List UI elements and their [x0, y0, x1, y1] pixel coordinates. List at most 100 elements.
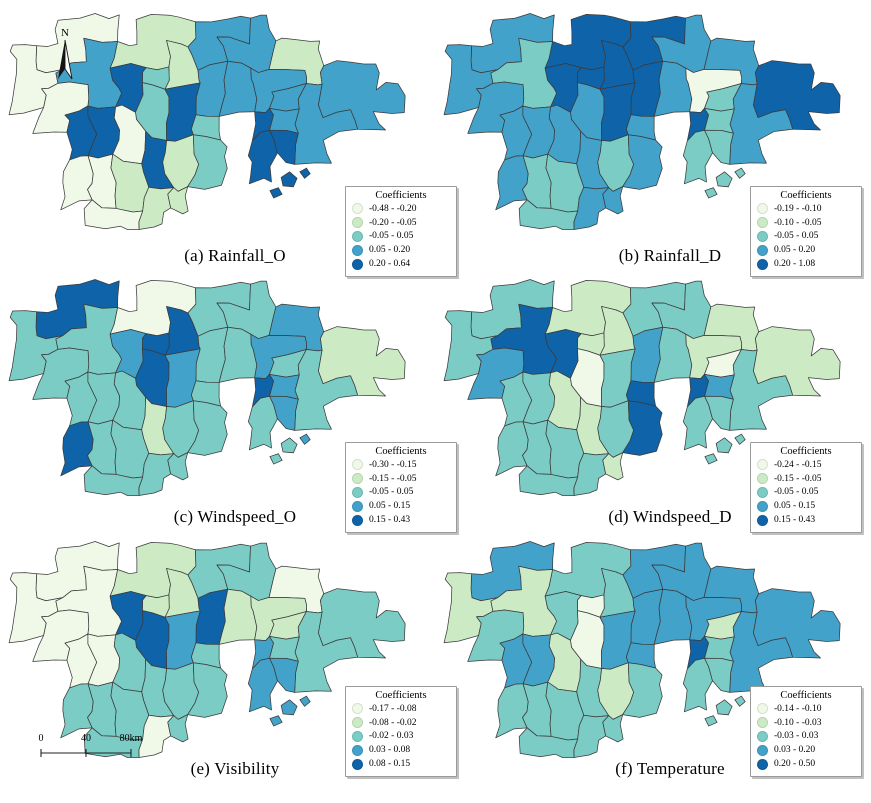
legend-box: Coefficients -0.14 - -0.10 -0.10 - -0.03-… [750, 686, 862, 777]
map-island [715, 171, 733, 188]
legend-label: -0.19 - -0.10 [774, 203, 822, 214]
panel-caption: (b) Rainfall_D [618, 246, 722, 265]
map-region-F [495, 421, 529, 477]
legend-label: 0.20 - 0.50 [774, 759, 816, 770]
map-island [269, 187, 283, 199]
legend-swatch-class-4 [352, 744, 363, 756]
legend-swatch-class-5 [757, 514, 768, 526]
legend-swatch-class-5 [757, 758, 768, 770]
map-region-J [602, 186, 624, 215]
legend-label: 0.20 - 0.64 [369, 259, 411, 270]
legend-label: -0.03 - 0.03 [774, 731, 819, 742]
legend-label: 0.05 - 0.15 [774, 501, 816, 512]
choropleth-map-rainfall-d [443, 13, 841, 230]
legend-item: 0.15 - 0.43 [352, 513, 450, 527]
map-region-F [60, 683, 94, 739]
map-region-J [167, 714, 189, 743]
legend-item: -0.17 - -0.08 [352, 702, 450, 716]
panel-caption: (d) Windspeed_D [608, 507, 732, 526]
legend-swatch-class-4 [352, 244, 363, 256]
legend-swatch-class-1 [757, 703, 768, 715]
legend-title: Coefficients [375, 690, 427, 701]
map-region-K [518, 199, 579, 230]
map-region-J [602, 714, 624, 743]
legend-item: -0.20 - -0.05 [352, 216, 450, 230]
legend-swatch-class-3 [757, 730, 768, 742]
legend-swatch-class-4 [757, 744, 768, 756]
scale-bar-labels: 0 40 80km [38, 733, 143, 746]
legend-items: -0.48 - -0.20 -0.20 - -0.05 -0.05 - 0.05 0.… [352, 202, 450, 271]
legend-item: 0.05 - 0.20 [757, 243, 855, 257]
legend-swatch-class-5 [352, 514, 363, 526]
legend-label: 0.05 - 0.20 [774, 245, 816, 256]
legend-label: -0.10 - -0.05 [774, 217, 822, 228]
map-island [715, 437, 733, 454]
map-region-z [704, 374, 735, 400]
legend-item: -0.05 - 0.05 [352, 486, 450, 500]
legend-label: -0.08 - -0.02 [369, 717, 417, 728]
scale-bar-line [40, 749, 132, 757]
legend-box: Coefficients -0.17 - -0.08 -0.08 - -0.02 -… [345, 686, 457, 777]
choropleth-map-temperature [443, 541, 841, 758]
map-island [280, 171, 298, 188]
north-arrow: N [52, 28, 78, 86]
legend-item: 0.20 - 0.64 [352, 257, 450, 271]
legend-label: -0.15 - -0.05 [369, 473, 417, 484]
scale-label-40: 40 [81, 733, 91, 744]
legend-item: 0.03 - 0.08 [352, 743, 450, 757]
legend-item: -0.19 - -0.10 [757, 202, 855, 216]
map-panel-a: Coefficients -0.48 - -0.20 -0.20 - -0.05-… [0, 0, 457, 277]
legend-label: 0.03 - 0.20 [774, 745, 816, 756]
legend-item: 0.05 - 0.20 [352, 243, 450, 257]
map-island [715, 699, 733, 716]
map-region-C [187, 662, 228, 718]
legend-item: 0.15 - 0.43 [757, 513, 855, 527]
panel-caption: (f) Temperature [615, 759, 725, 778]
legend-swatch-class-1 [352, 459, 363, 471]
panel-caption: (a) Rainfall_O [184, 246, 286, 265]
map-island [704, 187, 718, 199]
legend-box: Coefficients -0.48 - -0.20 -0.20 - -0.05-… [345, 186, 457, 277]
legend-label: -0.05 - 0.05 [774, 231, 819, 242]
legend-items: -0.19 - -0.10 -0.10 - -0.05 -0.05 - 0.05 0.… [757, 202, 855, 271]
map-region-J [602, 452, 624, 481]
map-region-J [167, 186, 189, 215]
map-region-C [187, 400, 228, 456]
legend-item: -0.05 - 0.05 [757, 230, 855, 244]
legend-item: 0.08 - 0.15 [352, 757, 450, 771]
choropleth-map-visibility [8, 541, 406, 758]
map-panel-f: Coefficients -0.14 - -0.10 -0.10 - -0.03-… [435, 530, 871, 803]
legend-label: -0.17 - -0.08 [369, 703, 417, 714]
legend-label: 0.15 - 0.43 [774, 515, 816, 526]
legend-title: Coefficients [375, 190, 427, 201]
legend-item: -0.15 - -0.05 [352, 472, 450, 486]
legend-item: -0.02 - 0.03 [352, 730, 450, 744]
legend-items: -0.17 - -0.08 -0.08 - -0.02 -0.02 - 0.03 0.… [352, 702, 450, 771]
legend-item: -0.10 - -0.05 [757, 216, 855, 230]
legend-swatch-class-2 [757, 217, 768, 229]
legend-swatch-class-5 [757, 258, 768, 270]
map-region-E [704, 129, 734, 165]
legend-swatch-class-2 [757, 473, 768, 485]
legend-label: -0.48 - -0.20 [369, 203, 417, 214]
legend-item: -0.30 - -0.15 [352, 458, 450, 472]
legend-swatch-class-5 [352, 758, 363, 770]
map-island [280, 699, 298, 716]
legend-item: -0.48 - -0.20 [352, 202, 450, 216]
legend-item: -0.24 - -0.15 [757, 458, 855, 472]
legend-label: -0.05 - 0.05 [774, 487, 819, 498]
legend-label: 0.03 - 0.08 [369, 745, 411, 756]
legend-item: -0.15 - -0.05 [757, 472, 855, 486]
scale-label-80km: 80km [119, 733, 143, 744]
map-island [299, 695, 311, 707]
scale-label-0: 0 [38, 733, 44, 744]
map-island [299, 433, 311, 445]
legend-swatch-class-5 [352, 258, 363, 270]
map-region-F [495, 155, 529, 211]
legend-label: 0.20 - 1.08 [774, 259, 816, 270]
legend-swatch-class-1 [757, 459, 768, 471]
map-region-C [622, 134, 663, 190]
map-region-K [518, 465, 579, 496]
legend-title: Coefficients [375, 446, 427, 457]
map-region-E [269, 657, 299, 693]
